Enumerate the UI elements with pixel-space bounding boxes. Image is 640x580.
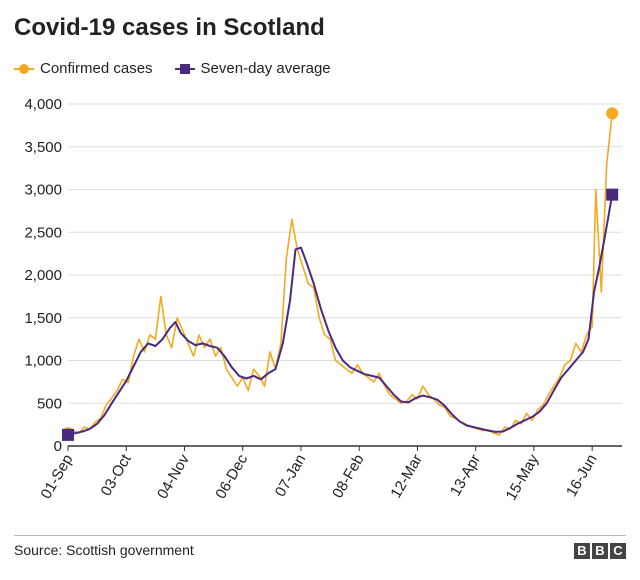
legend-item-confirmed: Confirmed cases — [14, 60, 153, 77]
x-tick-label: 03-Oct — [97, 451, 135, 499]
logo-letter: C — [610, 543, 626, 559]
bbc-logo: B B C — [572, 543, 626, 559]
average-endpoint-marker — [606, 188, 619, 201]
confirmed-legend-swatch — [14, 63, 34, 74]
y-tick-label: 2,000 — [24, 267, 62, 284]
legend-label-average: Seven-day average — [200, 60, 331, 77]
legend-item-average: Seven-day average — [174, 60, 331, 77]
average-endpoint-marker — [62, 428, 74, 441]
confirmed-cases-line — [67, 113, 613, 436]
seven-day-average-line — [67, 194, 614, 436]
chart-legend: Confirmed cases Seven-day average — [14, 60, 353, 77]
source-note: Source: Scottish government — [14, 542, 194, 558]
x-tick-label: 08-Feb — [329, 452, 367, 502]
y-tick-label: 0 — [54, 438, 62, 455]
y-tick-label: 3,500 — [24, 139, 62, 156]
line-chart: 0 500 1,000 1,500 2,000 2,500 3,000 3,500 4,000 0… — [24, 96, 622, 503]
footer-divider — [14, 535, 626, 536]
x-tick-label: 16-Jun — [563, 452, 601, 500]
y-tick-label: 2,500 — [24, 224, 62, 241]
y-tick-label: 500 — [37, 395, 62, 412]
x-tick-label: 01-Sep — [38, 452, 77, 502]
logo-letter: B — [592, 543, 608, 559]
x-tick-label: 12-Mar — [387, 451, 425, 501]
x-tick-label: 07-Jan — [272, 452, 310, 500]
confirmed-endpoint-marker — [606, 107, 619, 120]
logo-letter: B — [574, 543, 590, 559]
x-tick-label: 04-Nov — [154, 451, 193, 502]
y-tick-label: 1,000 — [24, 353, 62, 370]
chart-title: Covid-19 cases in Scotland — [14, 14, 325, 41]
y-tick-label: 1,500 — [24, 310, 62, 327]
average-legend-swatch — [174, 63, 195, 74]
y-tick-label: 4,000 — [24, 96, 62, 113]
legend-label-confirmed: Confirmed cases — [40, 60, 153, 77]
x-tick-label: 15-May — [503, 451, 543, 503]
x-tick-label: 13-Apr — [447, 452, 484, 499]
y-tick-label: 3,000 — [24, 182, 62, 199]
x-tick-label: 06-Dec — [212, 451, 251, 502]
